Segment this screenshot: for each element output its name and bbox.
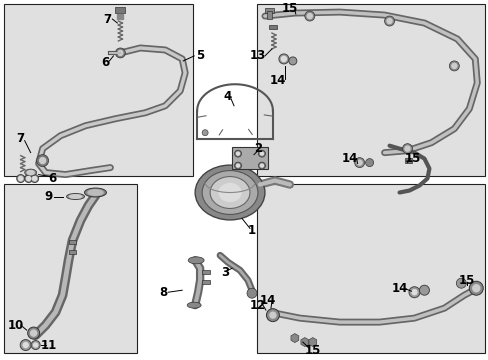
Text: 7: 7 — [17, 132, 25, 145]
Text: 7: 7 — [103, 13, 111, 26]
Text: 14: 14 — [390, 282, 407, 295]
Circle shape — [34, 343, 38, 347]
Text: 3: 3 — [221, 266, 229, 279]
Circle shape — [419, 285, 428, 295]
Circle shape — [258, 150, 265, 157]
Circle shape — [402, 144, 412, 154]
Ellipse shape — [187, 302, 201, 308]
Circle shape — [27, 176, 31, 181]
Bar — [268, 25, 276, 29]
Bar — [404, 158, 412, 163]
Circle shape — [288, 57, 296, 65]
Circle shape — [451, 63, 456, 68]
Circle shape — [20, 339, 31, 351]
Circle shape — [281, 57, 286, 62]
Text: 15: 15 — [281, 1, 298, 15]
Circle shape — [23, 343, 28, 347]
Circle shape — [304, 11, 314, 21]
Circle shape — [19, 176, 22, 181]
Circle shape — [31, 341, 40, 350]
Bar — [256, 184, 484, 353]
Circle shape — [31, 175, 39, 183]
Ellipse shape — [84, 188, 106, 197]
Circle shape — [236, 164, 239, 167]
Circle shape — [33, 176, 37, 181]
Circle shape — [411, 290, 416, 295]
Text: 6: 6 — [48, 172, 57, 185]
Bar — [202, 270, 210, 274]
Circle shape — [384, 16, 394, 26]
Circle shape — [40, 158, 45, 163]
Bar — [68, 250, 75, 254]
Bar — [4, 4, 193, 176]
Text: 10: 10 — [8, 319, 24, 332]
Bar — [115, 7, 125, 13]
Circle shape — [386, 19, 391, 23]
Bar — [4, 184, 137, 353]
Bar — [264, 8, 273, 13]
Circle shape — [37, 155, 48, 167]
Ellipse shape — [219, 184, 241, 202]
Text: 1: 1 — [247, 224, 256, 237]
Ellipse shape — [195, 165, 264, 220]
Text: 15: 15 — [304, 343, 320, 356]
Text: 13: 13 — [249, 49, 265, 62]
Circle shape — [258, 162, 265, 169]
Circle shape — [118, 50, 122, 55]
Text: 5: 5 — [196, 49, 204, 62]
Bar — [117, 14, 123, 19]
Circle shape — [408, 287, 419, 298]
Text: 14: 14 — [341, 152, 357, 165]
Circle shape — [354, 158, 364, 168]
Ellipse shape — [210, 176, 249, 208]
Circle shape — [448, 61, 458, 71]
Circle shape — [472, 285, 479, 292]
Circle shape — [246, 288, 256, 298]
Ellipse shape — [69, 195, 81, 198]
Circle shape — [31, 330, 37, 336]
Text: 14: 14 — [269, 75, 285, 87]
Text: 14: 14 — [259, 294, 276, 307]
Ellipse shape — [66, 194, 84, 199]
Text: 8: 8 — [159, 286, 167, 299]
Ellipse shape — [88, 190, 103, 195]
Circle shape — [202, 130, 208, 136]
Circle shape — [278, 54, 288, 64]
Circle shape — [468, 281, 482, 295]
Text: 15: 15 — [458, 274, 474, 287]
Circle shape — [234, 162, 241, 169]
Circle shape — [306, 14, 312, 19]
Circle shape — [236, 152, 239, 155]
Ellipse shape — [24, 169, 37, 176]
Text: 15: 15 — [404, 152, 420, 165]
Bar — [256, 4, 484, 176]
Circle shape — [17, 175, 24, 183]
Bar — [232, 147, 267, 168]
Circle shape — [260, 164, 263, 167]
Circle shape — [115, 48, 125, 58]
Ellipse shape — [188, 257, 203, 264]
Text: 11: 11 — [41, 338, 57, 352]
Text: 2: 2 — [253, 142, 262, 155]
Text: 4: 4 — [224, 90, 232, 103]
Text: 9: 9 — [44, 190, 53, 203]
Text: 6: 6 — [101, 57, 109, 69]
Ellipse shape — [202, 171, 258, 215]
Text: 12: 12 — [249, 299, 265, 312]
Bar — [68, 240, 75, 244]
Circle shape — [404, 146, 409, 151]
Circle shape — [260, 152, 263, 155]
Circle shape — [455, 278, 466, 288]
Circle shape — [24, 175, 33, 183]
Bar — [266, 11, 271, 19]
Circle shape — [269, 312, 275, 318]
Ellipse shape — [27, 171, 34, 175]
Bar — [202, 280, 210, 284]
Circle shape — [28, 327, 40, 339]
Circle shape — [234, 150, 241, 157]
Circle shape — [356, 160, 362, 165]
Circle shape — [266, 309, 279, 321]
Circle shape — [365, 159, 373, 167]
